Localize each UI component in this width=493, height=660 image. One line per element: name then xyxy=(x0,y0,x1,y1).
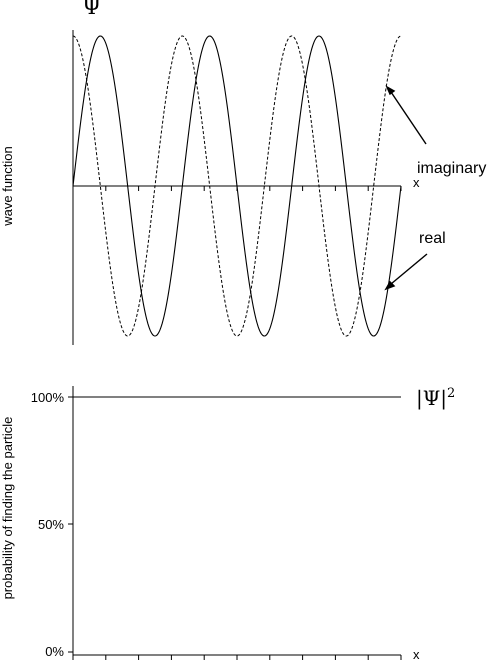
psi-exponent: 2 xyxy=(447,386,455,401)
psi-modulus: |Ψ| xyxy=(416,386,447,411)
wave-function-ylabel: wave function xyxy=(0,146,15,227)
bottom-x-ticks xyxy=(105,655,402,660)
ytick-label-50: 50% xyxy=(38,517,64,532)
imaginary-series-line xyxy=(72,35,402,337)
real-series-line xyxy=(72,35,402,337)
probability-chart: probability of finding the particle 100%… xyxy=(0,386,455,660)
imaginary-arrow xyxy=(385,85,427,145)
imaginary-annotation: imaginary xyxy=(417,160,486,177)
psi-axis-symbol: Ψ xyxy=(82,0,101,20)
ytick-label-0: 0% xyxy=(45,644,64,659)
bottom-x-axis-label: x xyxy=(413,647,420,660)
top-x-ticks xyxy=(105,186,402,191)
wave-function-chart: Ψ wave function x imaginary real xyxy=(0,0,486,345)
ytick-label-100: 100% xyxy=(31,390,65,405)
real-arrow xyxy=(384,253,428,291)
top-x-axis-label: x xyxy=(413,175,420,190)
probability-series-label: |Ψ|2 xyxy=(416,386,455,411)
real-annotation: real xyxy=(419,230,446,247)
probability-ylabel: probability of finding the particle xyxy=(0,417,15,600)
